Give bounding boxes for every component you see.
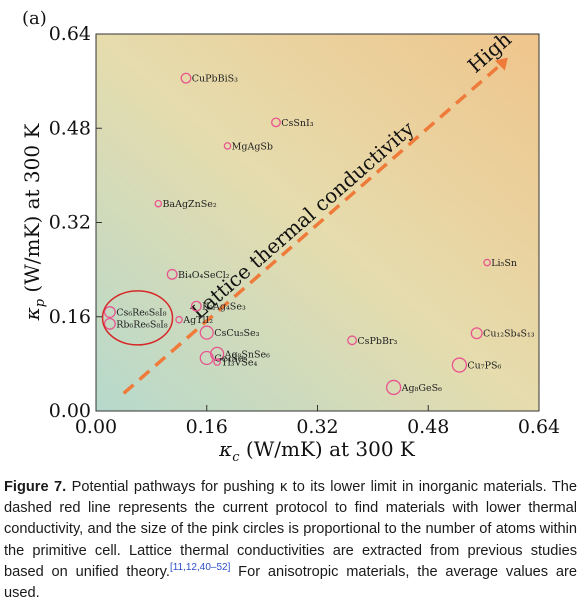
data-point — [347, 335, 358, 346]
data-point — [103, 317, 116, 330]
point-label: CsSnI₃ — [281, 118, 314, 129]
data-point — [385, 379, 402, 396]
data-point — [271, 117, 281, 128]
point-label: Ge₄Se₉ — [214, 353, 247, 364]
data-point — [190, 300, 202, 312]
x-tick-label: 0.16 — [186, 416, 228, 438]
figure-number: Figure 7. — [4, 479, 67, 495]
point-label: BaAgZnSe₂ — [162, 199, 216, 210]
point-label: Tl₃VSe₄ — [221, 358, 257, 369]
x-axis-label: κc (W/mK) at 300 K — [218, 437, 416, 465]
caption-refs: [11,12,40–52] — [169, 561, 231, 573]
data-point — [483, 258, 491, 267]
point-label: CsPbBr₃ — [357, 336, 397, 347]
data-point — [213, 358, 221, 366]
point-label: MgAgSb — [232, 141, 273, 152]
point-label: CsCu₅Se₃ — [214, 328, 259, 339]
x-tick-label: 0.32 — [296, 416, 338, 438]
y-tick-label: 0.00 — [49, 400, 91, 422]
point-label: AgTlI₂ — [182, 315, 213, 326]
data-point — [180, 72, 192, 84]
highlight-ellipse — [101, 290, 174, 346]
y-axis-label: κp (W/mK) at 300 K — [20, 123, 48, 322]
y-tick-label: 0.64 — [49, 23, 91, 45]
data-point — [154, 199, 163, 208]
x-tick-label: 0.64 — [518, 416, 560, 438]
point-label: Li₅Sn — [491, 258, 517, 269]
data-point — [210, 346, 225, 361]
figure-caption: Figure 7. Potential pathways for pushing… — [4, 477, 577, 604]
point-label: Bi₄O₄SeCl₂ — [178, 270, 230, 281]
point-label: Cu₇PS₆ — [467, 361, 501, 372]
data-point — [166, 268, 178, 280]
data-point — [175, 315, 183, 324]
trend-arrow-head — [494, 57, 508, 71]
panel-label: (a) — [22, 8, 47, 29]
data-point — [470, 327, 483, 340]
point-label: Rb₆Re₆S₈I₈ — [116, 319, 168, 330]
x-tick-label: 0.48 — [407, 416, 449, 438]
data-point — [199, 350, 214, 366]
point-label: Ag₈GeS₆ — [401, 383, 442, 394]
data-point — [103, 306, 116, 319]
x-tick-label: 0.00 — [75, 416, 117, 438]
caption-text: Potential pathways for pushing κ to its … — [4, 479, 577, 580]
y-tick-label: 0.32 — [49, 212, 91, 234]
data-point — [199, 325, 214, 340]
data-point — [223, 142, 232, 150]
y-tick-label: 0.16 — [49, 306, 91, 328]
point-label: K₂Ag₄Se₃ — [202, 302, 246, 313]
point-label: Cs₆Re₆S₈I₈ — [116, 308, 167, 319]
y-tick-label: 0.48 — [49, 117, 91, 139]
point-label: CuPbBiS₃ — [192, 74, 238, 85]
point-label: Ag₈SnSe₆ — [224, 349, 271, 360]
caption-text-end: For anisotropic materials, the average v… — [4, 563, 577, 602]
data-point — [451, 357, 468, 373]
point-label: Cu₁₂Sb₄S₁₃ — [483, 329, 535, 340]
